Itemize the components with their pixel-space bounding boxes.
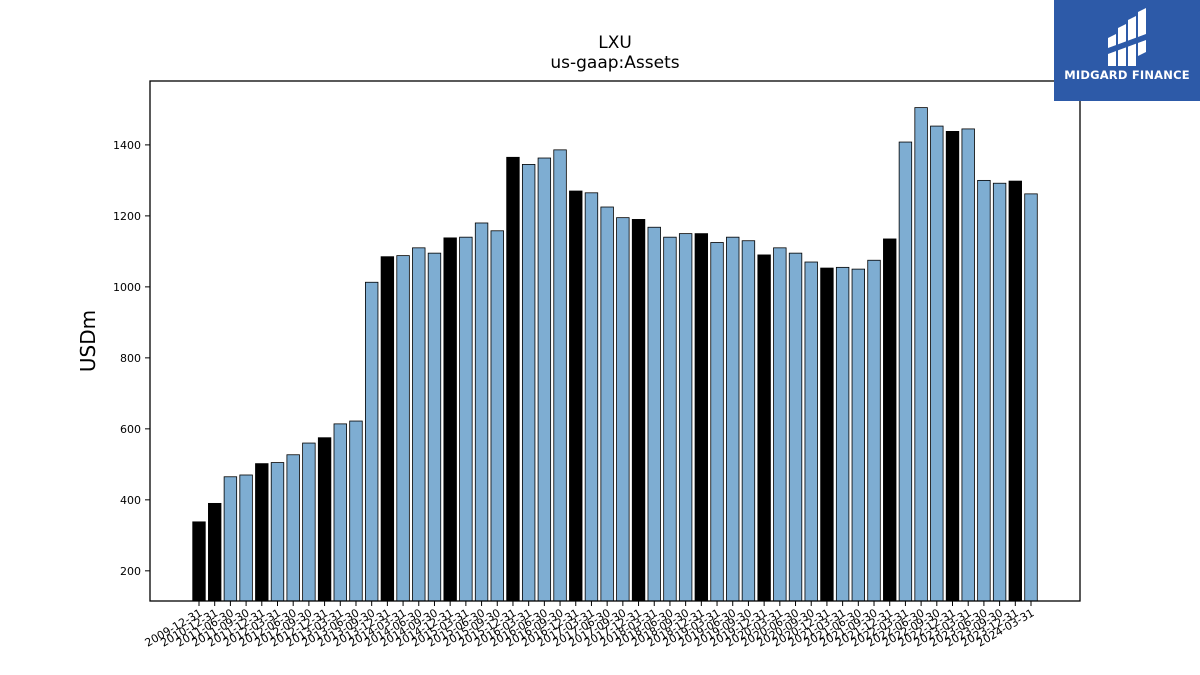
y-axis: 200 400 600 800 1000 1200 1400 (113, 139, 150, 578)
bars-group (192, 107, 1038, 602)
bar (459, 236, 473, 602)
logo-text: MIDGARD FINANCE (1064, 68, 1190, 82)
bar (757, 254, 771, 602)
bar (474, 222, 489, 602)
bar (333, 423, 347, 602)
bar (192, 521, 206, 602)
bar (1008, 180, 1022, 602)
bar (600, 206, 614, 602)
bar (364, 281, 379, 602)
bar (663, 236, 677, 602)
bar (506, 156, 520, 602)
bar (678, 233, 693, 602)
bar (396, 255, 410, 602)
y-tick-label: 800 (120, 352, 141, 365)
y-tick-label: 200 (120, 565, 141, 578)
bar (427, 252, 442, 602)
x-axis: 2009-12-312010-12-312011-06-302011-09-30… (143, 601, 1037, 650)
bar (914, 107, 928, 602)
bar (773, 247, 787, 602)
bar (867, 259, 881, 602)
bar (992, 182, 1007, 602)
plot-frame (149, 80, 1081, 602)
bar (835, 266, 850, 602)
bar (961, 128, 975, 602)
bar (584, 192, 599, 602)
y-tick-label: 1000 (113, 281, 141, 294)
bar (883, 238, 897, 602)
y-tick-label: 1400 (113, 139, 141, 152)
logo-mark-icon (1108, 8, 1146, 66)
bar (490, 230, 504, 602)
bar (804, 261, 818, 602)
bar (616, 217, 630, 602)
bar (726, 236, 740, 602)
bar (694, 233, 709, 602)
bar (553, 149, 567, 602)
bar (239, 474, 253, 602)
bar (349, 420, 363, 602)
bar (741, 240, 756, 602)
bar (443, 237, 457, 602)
bar (1024, 193, 1038, 602)
bar (945, 130, 960, 602)
bar (380, 256, 395, 602)
bar (631, 219, 646, 602)
bar (977, 179, 991, 602)
chart-title: LXU (598, 33, 632, 53)
chart-subtitle: us-gaap:Assets (550, 53, 679, 73)
bar (223, 476, 238, 602)
y-axis-label: USDm (76, 310, 100, 372)
bar (208, 502, 222, 602)
bar (820, 267, 834, 602)
bar (647, 226, 661, 602)
bar (898, 141, 913, 602)
bar (788, 252, 803, 602)
bar (537, 157, 552, 602)
midgard-finance-logo: MIDGARD FINANCE (1054, 0, 1200, 101)
bar (521, 164, 536, 602)
bar (851, 268, 865, 602)
bar (569, 190, 583, 602)
y-tick-label: 1200 (113, 210, 141, 223)
bar (270, 462, 285, 602)
bar (255, 463, 269, 602)
bar (710, 242, 724, 602)
bar (412, 247, 426, 602)
bar (930, 125, 944, 602)
bar (286, 454, 300, 602)
bar (317, 437, 332, 602)
y-tick-label: 400 (120, 494, 141, 507)
y-tick-label: 600 (120, 423, 141, 436)
bar (302, 442, 316, 602)
